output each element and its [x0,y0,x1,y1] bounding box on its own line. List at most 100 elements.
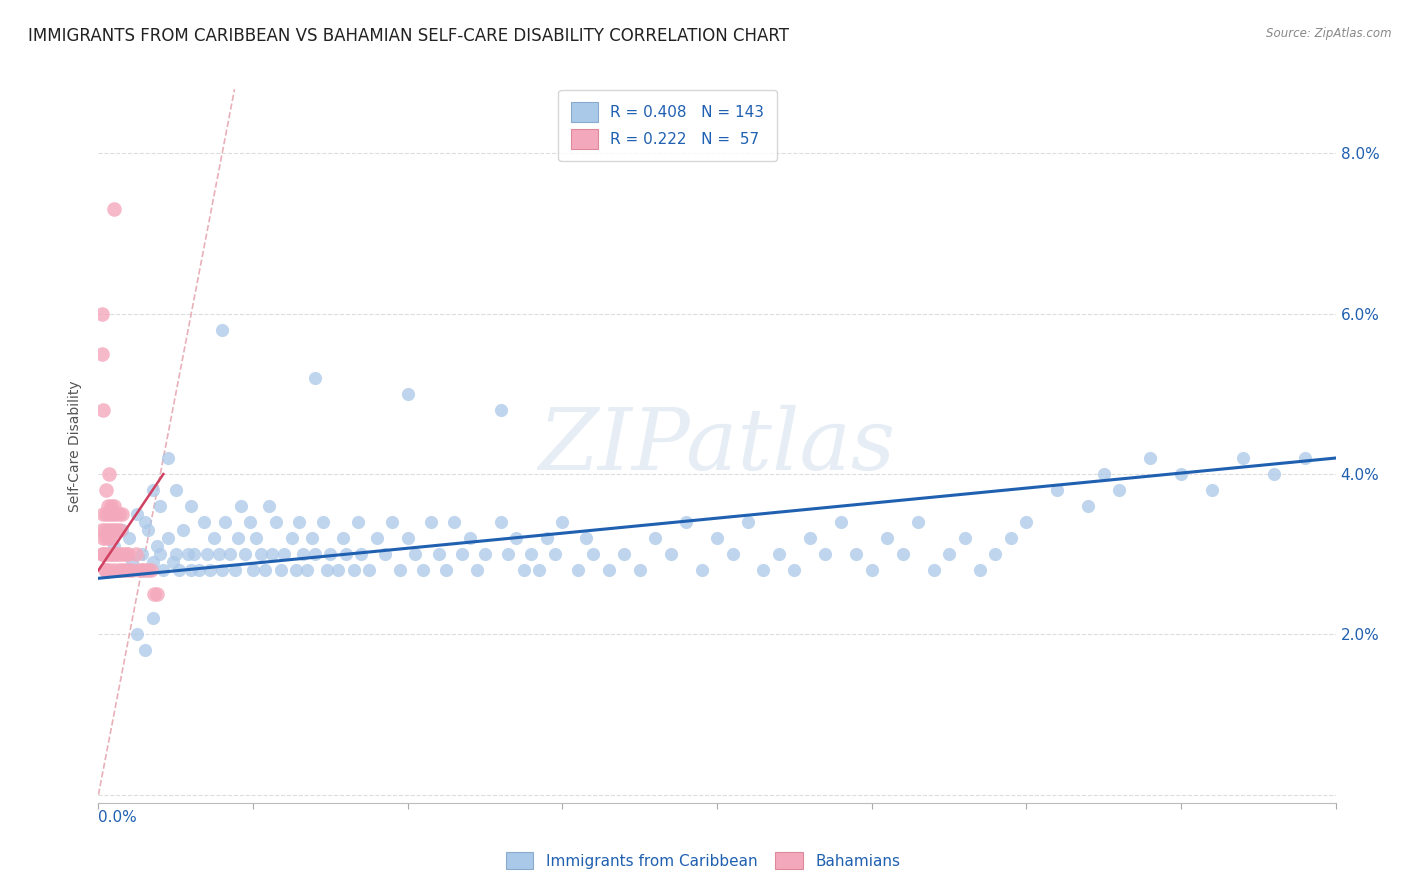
Point [149,547,172,561]
Point [108,547,131,561]
Point [254,563,277,577]
Point [101,531,124,545]
Point [134,515,156,529]
Point [91,547,114,561]
Point [211,323,233,337]
Point [374,547,396,561]
Point [830,515,852,529]
Point [96,531,118,545]
Point [396,387,419,401]
Point [107,507,129,521]
Point [721,547,744,561]
Point [177,547,200,561]
Point [245,531,267,545]
Point [675,515,697,529]
Point [427,547,450,561]
Text: IMMIGRANTS FROM CARIBBEAN VS BAHAMIAN SELF-CARE DISABILITY CORRELATION CHART: IMMIGRANTS FROM CARIBBEAN VS BAHAMIAN SE… [28,27,789,45]
Text: 0.0%: 0.0% [98,810,138,825]
Point [100,499,122,513]
Point [922,563,945,577]
Point [188,563,211,577]
Point [208,547,231,561]
Point [752,563,775,577]
Text: ZIPatlas: ZIPatlas [538,405,896,487]
Point [90,523,112,537]
Point [250,547,273,561]
Point [419,515,441,529]
Point [118,531,141,545]
Point [644,531,666,545]
Point [498,547,520,561]
Point [270,563,292,577]
Point [1232,450,1254,465]
Point [598,563,620,577]
Point [193,515,215,529]
Point [304,371,326,385]
Point [211,563,233,577]
Point [458,531,481,545]
Point [96,507,118,521]
Point [235,547,257,561]
Point [115,547,138,561]
Point [101,547,124,561]
Point [575,531,598,545]
Point [111,507,134,521]
Point [142,611,165,625]
Point [1201,483,1223,497]
Point [127,507,149,521]
Point [659,547,682,561]
Point [1294,450,1316,465]
Point [260,547,283,561]
Point [152,563,174,577]
Point [984,547,1007,561]
Point [224,563,246,577]
Point [613,547,636,561]
Point [214,515,236,529]
Point [291,547,314,561]
Point [783,563,806,577]
Point [107,563,129,577]
Point [450,547,472,561]
Point [467,563,489,577]
Point [266,515,288,529]
Point [142,555,165,569]
Text: Source: ZipAtlas.com: Source: ZipAtlas.com [1267,27,1392,40]
Point [134,563,156,577]
Point [520,547,543,561]
Point [121,563,143,577]
Point [551,515,574,529]
Point [165,547,187,561]
Point [285,563,308,577]
Point [146,587,169,601]
Point [301,531,323,545]
Point [219,547,242,561]
Point [529,563,551,577]
Point [1015,515,1038,529]
Point [388,563,412,577]
Point [316,563,339,577]
Point [350,547,373,561]
Point [312,515,335,529]
Point [195,547,218,561]
Point [143,587,166,601]
Point [93,547,115,561]
Point [180,499,202,513]
Point [242,563,264,577]
Point [98,507,121,521]
Point [165,483,187,497]
Point [543,547,565,561]
Point [98,563,121,577]
Point [226,531,249,545]
Point [103,539,125,553]
Point [706,531,728,545]
Point [90,347,112,361]
Point [297,563,319,577]
Point [204,531,226,545]
Point [381,515,404,529]
Point [114,563,136,577]
Point [180,563,202,577]
Point [326,563,350,577]
Point [146,539,169,553]
Point [239,515,262,529]
Point [167,563,190,577]
